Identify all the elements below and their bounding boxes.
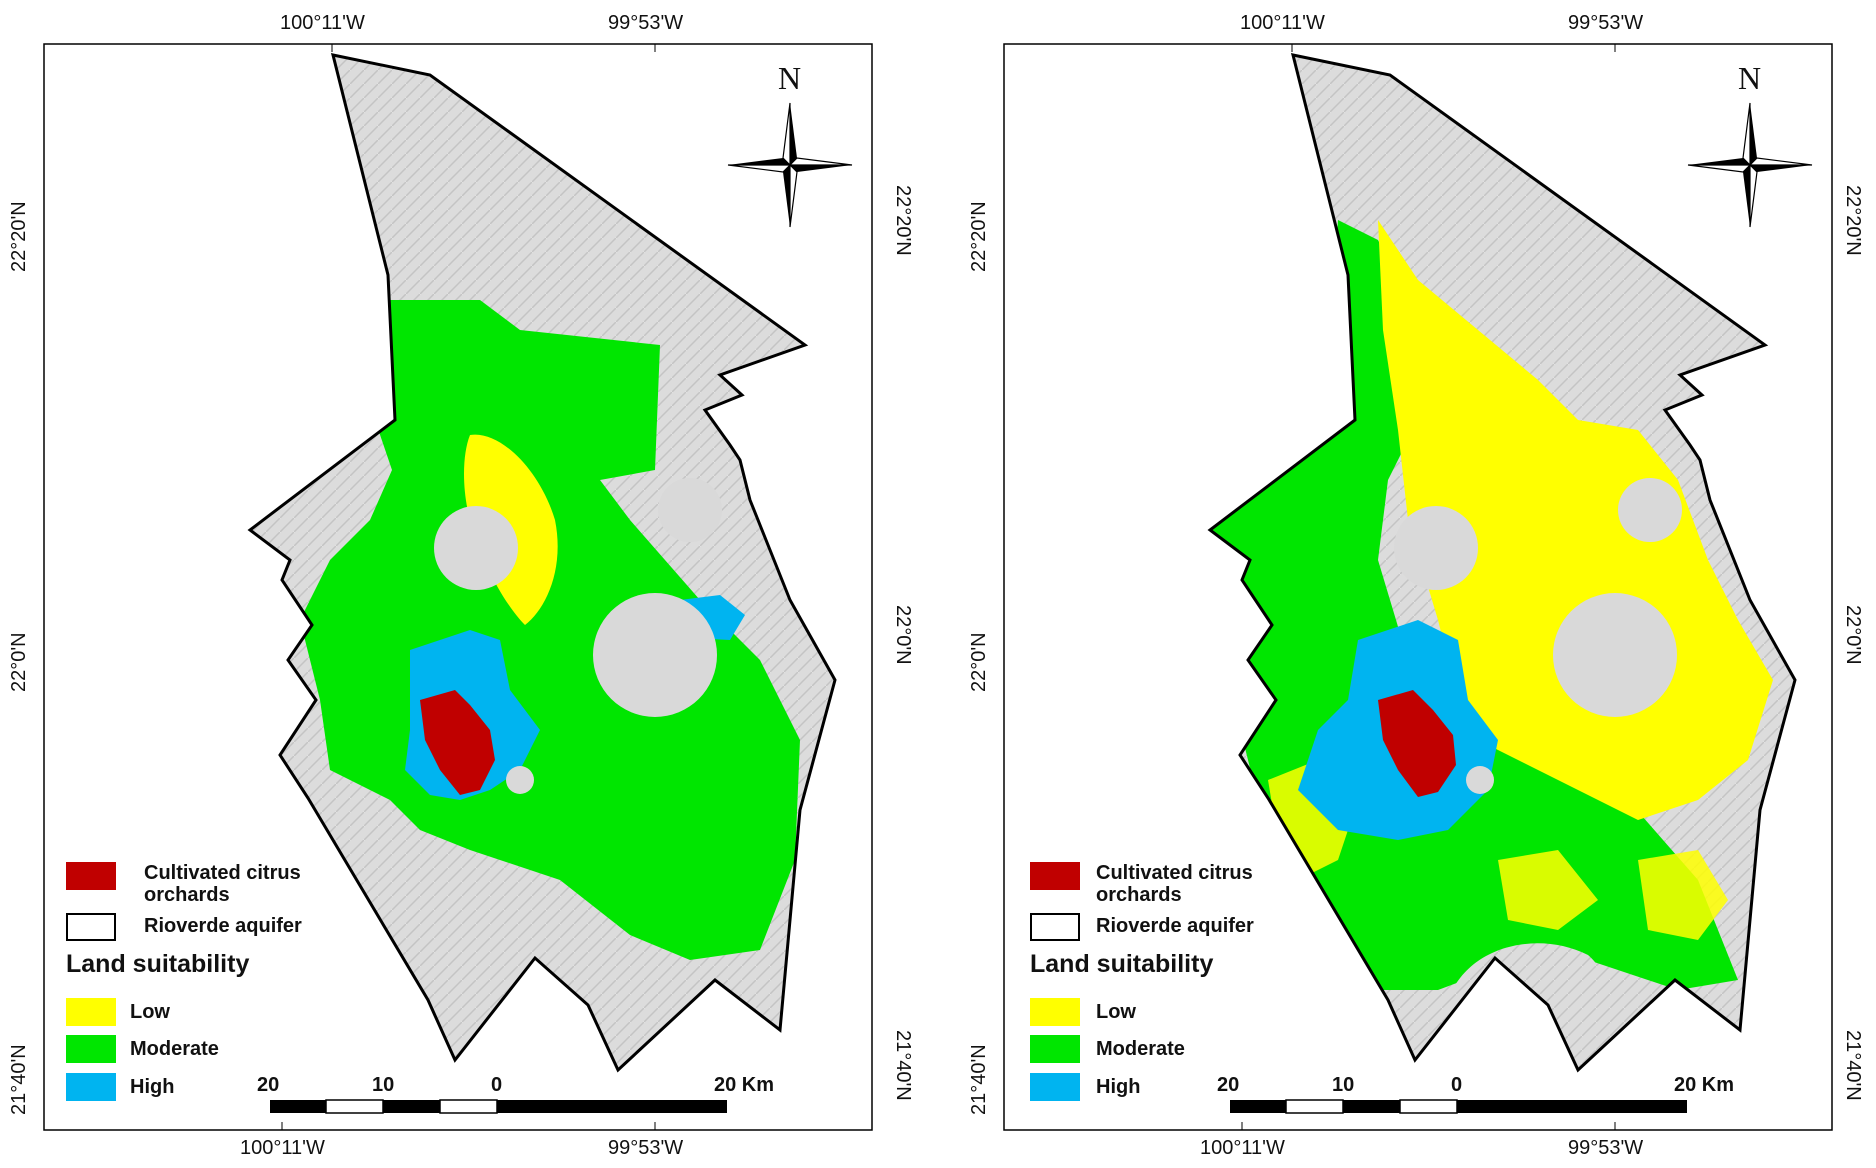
legend-citrus-label-2: orchards [144,884,230,906]
legend-title: Land suitability [66,950,250,978]
legend-citrus-label-1: Cultivated citrus [1096,862,1253,884]
map-panel-right: 100°11'W 99°53'W 100°11'W 99°53'W 22°20'… [938,0,1876,1168]
north-label: N [1738,60,1762,96]
scale-label-20-left: 20 [257,1074,280,1096]
scale-bar-right [1230,1099,1687,1114]
excluded-area-1-right [1394,506,1478,590]
legend-citrus-label-1: Cultivated citrus [144,862,301,884]
lon-label-bottom-right: 99°53'W [608,1137,684,1159]
lat-label-right-top: 22°20'N [892,185,914,256]
legend-high-swatch [1030,1073,1080,1101]
excluded-area-2-right [1553,593,1677,717]
legend-citrus-label-2: orchards [1096,884,1182,906]
compass-rose-icon [727,102,853,228]
legend-low-swatch [66,998,116,1026]
lat-label-left-top: 22°20'N [8,201,30,272]
lon-label-top-right: 99°53'W [1568,12,1644,34]
legend-low-label: Low [130,1001,170,1023]
legend-low-swatch [1030,998,1080,1026]
citrus-orchards-left [420,690,495,795]
compass-rose-icon [1687,102,1813,228]
lon-label-top-right: 99°53'W [608,12,684,34]
legend-moderate-label: Moderate [1096,1038,1185,1060]
excluded-area-1-left [434,506,518,590]
map-canvas-right [1003,43,1833,1131]
scale-label-10: 10 [1332,1074,1355,1096]
lat-label-left-bottom: 21°40'N [968,1044,990,1115]
lat-label-right-top: 22°20'N [1842,185,1864,256]
legend-citrus-swatch [66,862,116,890]
aquifer-boundary-left [247,53,837,1073]
lat-label-right-bottom: 21°40'N [892,1030,914,1101]
map-canvas-left [43,43,873,1131]
moderate-zone-left [300,300,800,960]
suitability-raster-left [250,55,835,1070]
lat-label-right-mid: 22°0'N [892,605,914,665]
legend-low-label: Low [1096,1001,1136,1023]
north-label: N [778,60,802,96]
lat-label-left-mid: 22°0'N [968,632,990,692]
legend-title: Land suitability [1030,950,1214,978]
legend-aquifer-label: Rioverde aquifer [144,915,302,937]
lat-label-left-top: 22°20'N [968,201,990,272]
scale-label-10: 10 [372,1074,395,1096]
lon-label-top-left: 100°11'W [280,12,365,34]
legend-moderate-swatch [66,1035,116,1063]
lon-label-top-left: 100°11'W [1240,12,1325,34]
legend-moderate-swatch [1030,1035,1080,1063]
scale-label-0: 0 [491,1074,503,1096]
legend-aquifer-swatch [66,913,116,941]
legend-aquifer-swatch [1030,913,1080,941]
lon-label-bottom-right: 99°53'W [1568,1137,1644,1159]
excluded-area-4-right [1618,478,1682,542]
legend-citrus-swatch [1030,862,1080,890]
scale-label-20km: 20 Km [1674,1074,1735,1096]
scale-label-0: 0 [1451,1074,1463,1096]
excluded-area-3-right [1466,766,1494,794]
excluded-area-3-left [506,766,534,794]
aquifer-boundary-right [1207,53,1797,1073]
lat-label-left-bottom: 21°40'N [8,1044,30,1115]
scale-label-20-left: 20 [1217,1074,1240,1096]
lon-label-bottom-left: 100°11'W [240,1137,325,1159]
lat-label-left-mid: 22°0'N [8,632,30,692]
legend-aquifer-label: Rioverde aquifer [1096,915,1254,937]
map-frame-left [43,43,873,1131]
scale-bar-left [270,1099,727,1114]
citrus-orchards-right [1378,690,1456,797]
legend-high-swatch [66,1073,116,1101]
legend-high-label: High [1096,1076,1141,1098]
legend-moderate-label: Moderate [130,1038,219,1060]
lat-label-right-mid: 22°0'N [1842,605,1864,665]
lon-label-bottom-left: 100°11'W [1200,1137,1285,1159]
scale-label-20km: 20 Km [714,1074,775,1096]
excluded-area-2-left [593,593,717,717]
excluded-area-4-left [658,478,722,542]
map-frame-right [1003,43,1833,1131]
legend-high-label: High [130,1076,175,1098]
lat-label-right-bottom: 21°40'N [1842,1030,1864,1101]
map-panel-left: 100°11'W 99°53'W 100°11'W 99°53'W 22°20'… [8,12,914,1159]
